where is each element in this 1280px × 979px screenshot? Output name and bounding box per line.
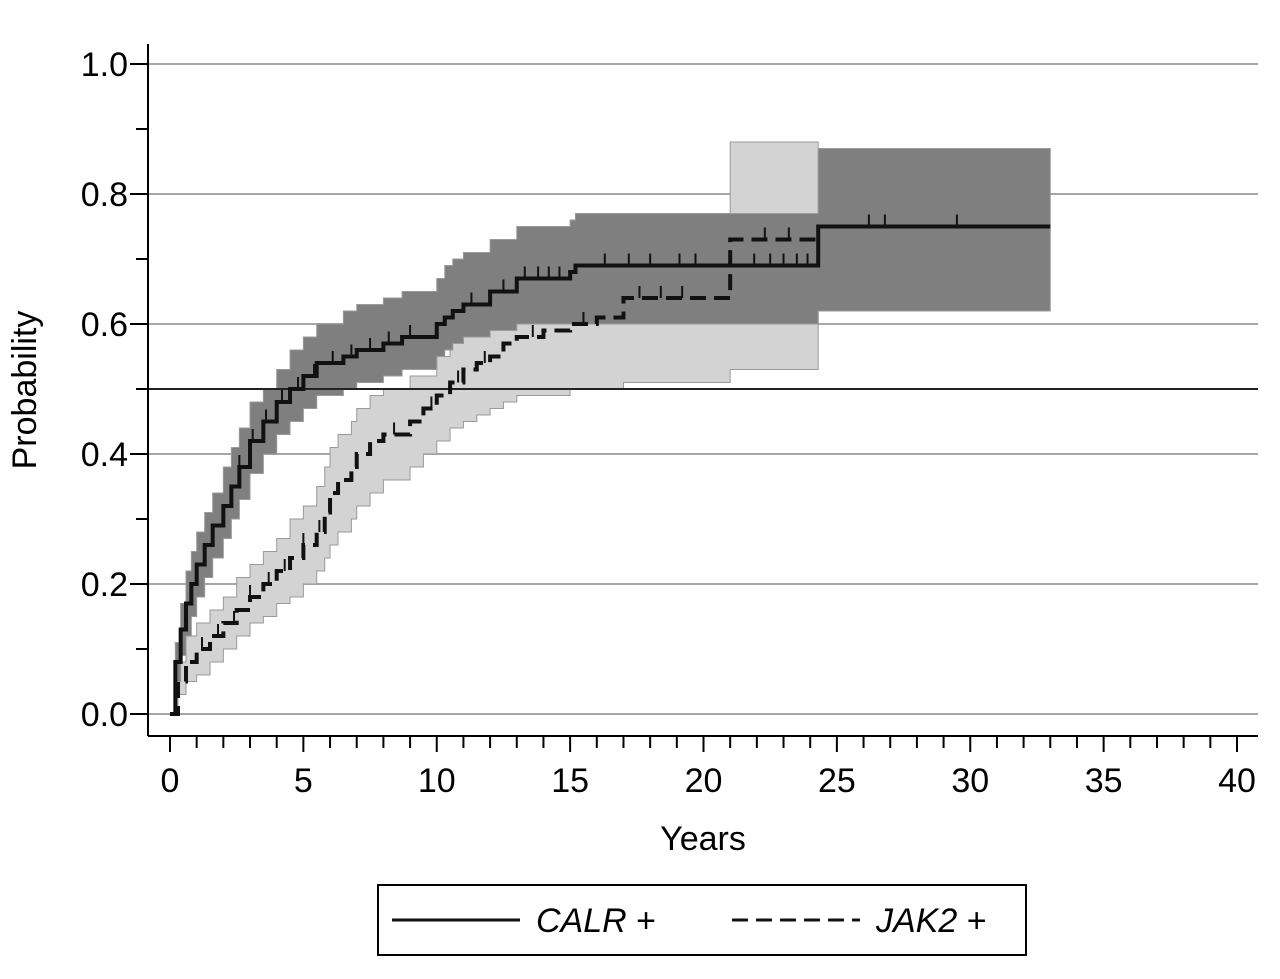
y-axis-ticks: 0.0 0.2 0.4 0.6 0.8 1.0 — [81, 46, 148, 734]
x-tick-label-3: 15 — [551, 762, 589, 800]
ci-band-0 — [170, 148, 1051, 715]
confidence-bands — [170, 141, 1051, 715]
censor-marks — [201, 214, 958, 649]
y-tick-label-3: 0.6 — [81, 306, 128, 344]
x-tick-label-2: 10 — [418, 762, 456, 800]
y-tick-label-5: 1.0 — [81, 46, 128, 84]
x-tick-label-1: 5 — [294, 762, 313, 800]
legend-label-calr: CALR + — [536, 902, 656, 940]
x-tick-label-7: 35 — [1085, 762, 1123, 800]
series-line-0 — [170, 224, 1051, 716]
legend-calr-suffix: + — [627, 902, 656, 940]
x-tick-label-6: 30 — [951, 762, 989, 800]
series-line-1 — [170, 237, 819, 716]
y-tick-label-2: 0.4 — [81, 436, 128, 474]
series-lines — [170, 224, 1051, 716]
x-axis-ticks: 0 5 10 15 20 25 30 35 40 — [161, 736, 1256, 800]
legend-label-jak2: JAK2 + — [875, 902, 987, 940]
x-tick-label-0: 0 — [161, 762, 180, 800]
x-tick-label-5: 25 — [818, 762, 856, 800]
legend-jak2-gene: JAK2 — [875, 902, 957, 940]
x-tick-label-8: 40 — [1218, 762, 1256, 800]
y-tick-label-0: 0.0 — [81, 696, 128, 734]
legend-jak2-suffix: + — [957, 902, 986, 940]
legend-calr-gene: CALR — [536, 902, 627, 940]
y-axis-title: Probability — [6, 311, 44, 470]
x-axis-title: Years — [660, 820, 746, 858]
y-tick-label-1: 0.2 — [81, 566, 128, 604]
x-tick-label-4: 20 — [685, 762, 723, 800]
legend: CALR + JAK2 + — [377, 884, 1027, 956]
y-tick-label-4: 0.8 — [81, 176, 128, 214]
